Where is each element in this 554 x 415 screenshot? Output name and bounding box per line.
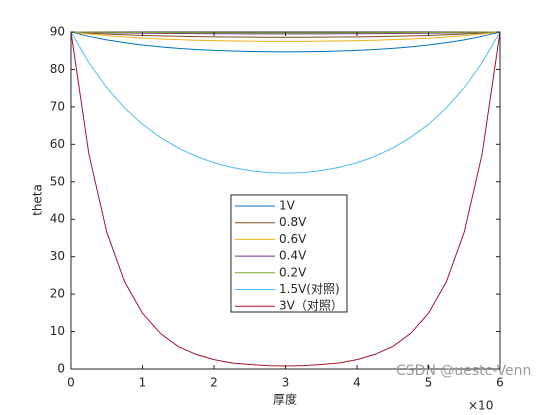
- watermark: CSDN @uestc-Venn: [396, 363, 531, 379]
- x-tick-label: 4: [353, 376, 361, 390]
- legend-label: 0.6V: [279, 232, 307, 246]
- series-line: [70, 31, 501, 174]
- y-tick-label: 40: [50, 212, 65, 226]
- legend-label: 3V（对照）: [279, 299, 343, 313]
- x-tick-label: 6: [496, 376, 504, 390]
- x-tick-label: 3: [282, 376, 290, 390]
- y-tick-label: 60: [50, 137, 65, 151]
- y-tick-label: 30: [50, 249, 65, 263]
- legend-label: 0.2V: [279, 265, 307, 279]
- y-tick-label: 20: [50, 287, 65, 301]
- x-tick-label: 0: [67, 376, 75, 390]
- x-tick-label: 5: [425, 376, 433, 390]
- legend-label: 0.8V: [279, 215, 307, 229]
- x-axis-label: 厚度: [273, 392, 297, 407]
- x-tick-label: 2: [210, 376, 218, 390]
- y-tick-label: 80: [50, 62, 65, 76]
- series-line: [70, 31, 501, 53]
- x-multiplier: ×10: [468, 399, 493, 413]
- x-tick-label: 1: [139, 376, 147, 390]
- series-line: [70, 31, 501, 42]
- y-tick-label: 10: [50, 324, 65, 338]
- legend-label: 1.5V(对照): [279, 282, 340, 296]
- legend-box: [230, 194, 348, 313]
- y-axis-label: theta: [31, 184, 45, 216]
- legend-label: 1V: [279, 199, 296, 213]
- y-tick-label: 70: [50, 99, 65, 113]
- y-tick-label: 50: [50, 174, 65, 188]
- legend-label: 0.4V: [279, 249, 307, 263]
- y-tick-label: 0: [57, 362, 65, 376]
- y-tick-label: 90: [50, 25, 65, 39]
